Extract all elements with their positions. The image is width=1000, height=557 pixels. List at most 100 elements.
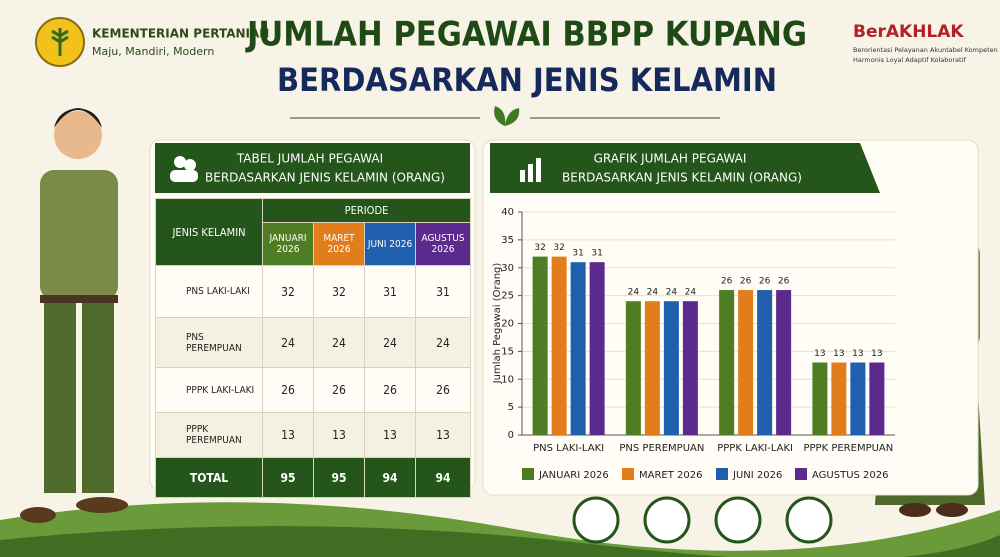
- legend-swatch: [522, 468, 534, 480]
- data-label: 26: [721, 277, 733, 287]
- chart-header: [490, 143, 880, 193]
- table-value: 26: [364, 367, 416, 413]
- table-value: 94: [415, 457, 471, 498]
- legend-label: AGUSTUS 2026: [812, 470, 888, 481]
- table-value: 26: [313, 367, 365, 413]
- y-tick-label: 35: [501, 235, 514, 246]
- table-value: 13: [364, 412, 416, 458]
- y-tick-label: 20: [501, 319, 514, 330]
- data-label: 24: [666, 288, 678, 298]
- y-tick-label: 25: [501, 291, 514, 302]
- x-tick-label: PPPK PEREMPUAN: [804, 443, 894, 454]
- legend-label: JANUARI 2026: [538, 470, 609, 481]
- table-header: [155, 143, 470, 193]
- table-row: TOTAL 95 95 94 94: [155, 457, 471, 498]
- data-label: 26: [778, 277, 790, 287]
- legend-swatch: [622, 468, 634, 480]
- data-label: 13: [871, 349, 882, 359]
- org-name: KEMENTERIAN PERTANIAN: [92, 27, 269, 41]
- row-label: PNS LAKI-LAKI: [155, 265, 263, 318]
- bar: [812, 362, 828, 435]
- bar: [625, 301, 641, 435]
- table-value: 95: [313, 457, 365, 498]
- table-value: 24: [313, 317, 365, 368]
- bar: [869, 362, 885, 435]
- title: JUMLAH PEGAWAI BBPP KUPANG: [245, 15, 807, 55]
- table-value: 13: [262, 412, 314, 458]
- table-row: JENIS KELAMIN PERIODE: [155, 198, 471, 266]
- bar: [589, 262, 605, 435]
- period-header: JANUARI 2026: [262, 222, 314, 266]
- brand-line: Berorientasi Pelayanan Akuntabel Kompete…: [853, 46, 998, 54]
- data-label: 26: [759, 277, 771, 287]
- table-value: 24: [364, 317, 416, 368]
- data-label: 26: [740, 277, 752, 287]
- y-axis-label: Jumlah Pegawai (Orang): [492, 263, 503, 385]
- brand-line: Harmonis Loyal Adaptif Kolaboratif: [853, 56, 966, 64]
- chart-subtitle: BERDASARKAN JENIS KELAMIN (ORANG): [562, 171, 802, 185]
- male-figure: [20, 108, 128, 523]
- table-row: PPPK PEREMPUAN 13 13 13 13: [155, 412, 471, 458]
- leaf: [494, 106, 520, 126]
- table-value: 24: [262, 317, 314, 368]
- group-header: PERIODE: [262, 198, 471, 223]
- legend-label: JUNI 2026: [732, 470, 782, 481]
- table-title: BERDASARKAN JENIS KELAMIN (ORANG): [205, 171, 445, 185]
- y-tick-label: 5: [508, 402, 514, 413]
- chart-title: GRAFIK JUMLAH PEGAWAI: [594, 152, 747, 166]
- x-tick-label: PNS LAKI-LAKI: [533, 443, 604, 454]
- row-label: TOTAL: [155, 457, 263, 498]
- data-label: 13: [852, 349, 863, 359]
- data-table: JENIS KELAMIN PERIODE JANUARI 2026 MARET 20…: [155, 198, 471, 498]
- label-header: JENIS KELAMIN: [155, 198, 263, 266]
- data-label: 13: [833, 349, 844, 359]
- table-value: 94: [364, 457, 416, 498]
- period-header: JUNI 2026: [364, 222, 416, 266]
- brand: BerAKHLAK: [853, 22, 964, 42]
- y-tick-label: 10: [501, 374, 514, 385]
- table-value: 24: [415, 317, 471, 368]
- table-value: 95: [262, 457, 314, 498]
- table-value: 31: [415, 265, 471, 318]
- logo-icon: [51, 28, 69, 56]
- hill: [0, 526, 1000, 557]
- x-tick-label: PPPK LAKI-LAKI: [717, 443, 793, 454]
- bar: [850, 362, 866, 435]
- data-label: 24: [647, 288, 659, 298]
- data-label: 32: [553, 243, 564, 253]
- table-value: 31: [364, 265, 416, 318]
- bar: [719, 290, 735, 435]
- data-label: 13: [814, 349, 825, 359]
- icon: [184, 159, 196, 171]
- icon: [536, 158, 541, 182]
- icon: [170, 170, 198, 182]
- title: BERDASARKAN JENIS KELAMIN: [277, 61, 777, 99]
- row-label: PPPK PEREMPUAN: [155, 412, 263, 458]
- legend-swatch: [716, 468, 728, 480]
- bar: [663, 301, 679, 435]
- data-label: 31: [572, 249, 583, 259]
- data-label: 32: [534, 243, 545, 253]
- table-row: PPPK LAKI-LAKI 26 26 26 26: [155, 367, 471, 413]
- table-value: 26: [262, 367, 314, 413]
- table-value: 32: [313, 265, 365, 318]
- table-value: 13: [415, 412, 471, 458]
- table-title: TABEL JUMLAH PEGAWAI: [236, 152, 383, 166]
- y-tick-label: 15: [501, 346, 514, 357]
- row-label: PPPK LAKI-LAKI: [155, 367, 263, 413]
- bar: [738, 290, 754, 435]
- icon: [520, 170, 525, 182]
- table-value: 26: [415, 367, 471, 413]
- table-row: PNS LAKI-LAKI 32 32 31 31: [155, 265, 471, 318]
- bottom-icons: [572, 496, 833, 544]
- icon: [528, 164, 533, 182]
- period-header: MARET 2026: [313, 222, 365, 266]
- bar: [831, 362, 847, 435]
- bar: [551, 256, 567, 435]
- icon: [174, 156, 186, 168]
- bar: [776, 290, 792, 435]
- data-label: 24: [685, 288, 697, 298]
- period-header: AGUSTUS 2026: [415, 222, 471, 266]
